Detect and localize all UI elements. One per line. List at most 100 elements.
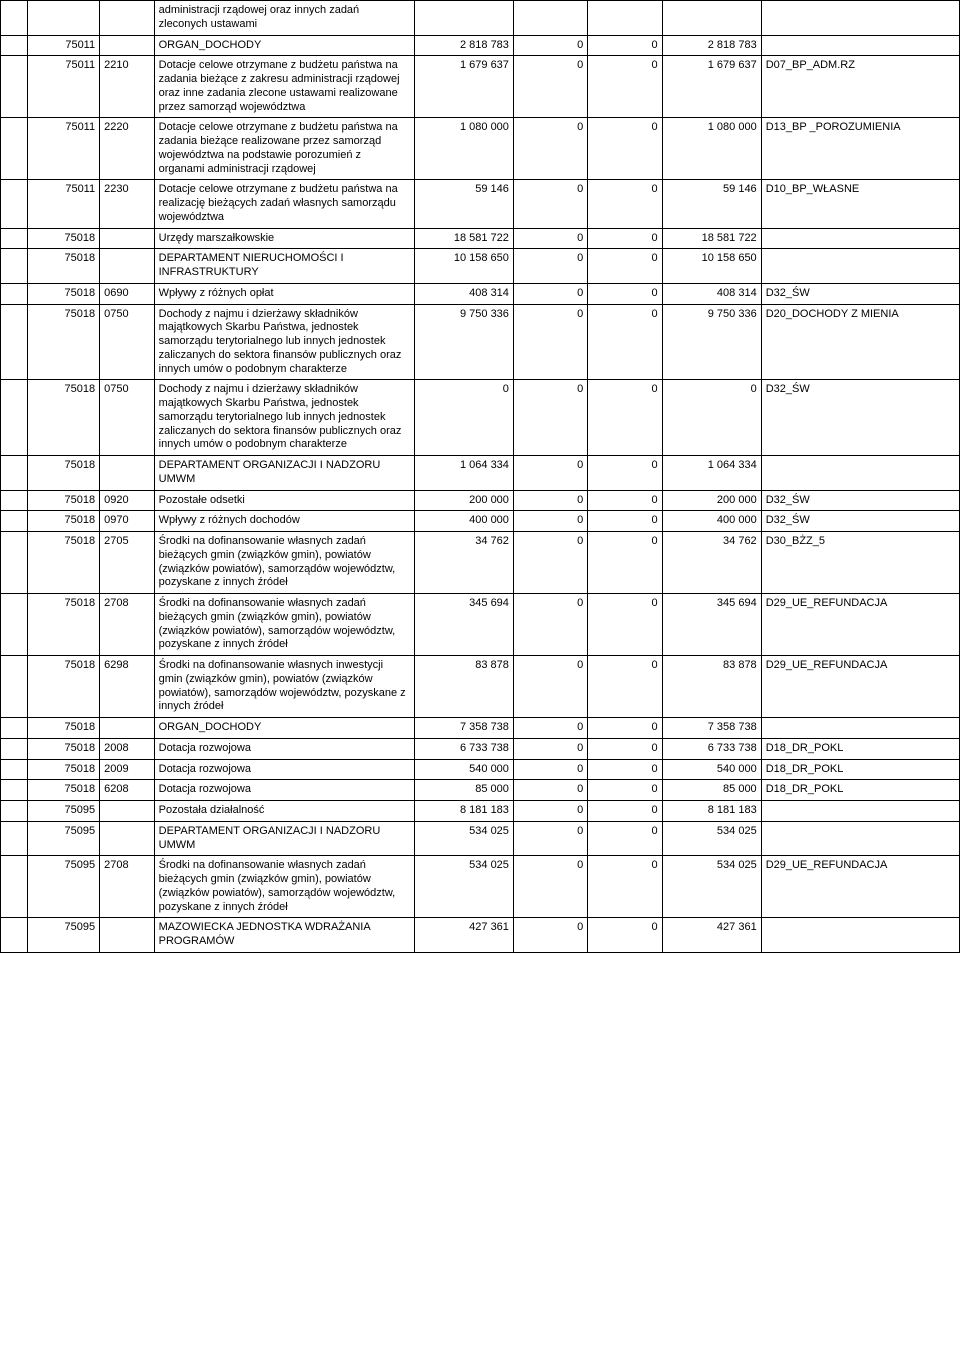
- cell-c5: 0: [513, 759, 587, 780]
- cell-c2: [100, 918, 155, 953]
- cell-c0: [1, 918, 28, 953]
- cell-c3: DEPARTAMENT ORGANIZACJI I NADZORU UMWM: [154, 456, 414, 491]
- cell-c4: 18 581 722: [414, 228, 513, 249]
- cell-c2: 0970: [100, 511, 155, 532]
- cell-c1: 75095: [28, 856, 100, 918]
- cell-c1: 75018: [28, 228, 100, 249]
- cell-c1: 75011: [28, 118, 100, 180]
- budget-table: administracji rządowej oraz innych zadań…: [0, 0, 960, 953]
- cell-c0: [1, 249, 28, 284]
- cell-c5: [513, 1, 587, 36]
- cell-c4: 408 314: [414, 283, 513, 304]
- cell-c1: 75018: [28, 490, 100, 511]
- table-row: 750112210Dotacje celowe otrzymane z budż…: [1, 56, 960, 118]
- cell-c4: 400 000: [414, 511, 513, 532]
- cell-c8: D29_UE_REFUNDACJA: [761, 594, 959, 656]
- cell-c0: [1, 856, 28, 918]
- cell-c4: 59 146: [414, 180, 513, 228]
- cell-c8: [761, 456, 959, 491]
- table-row: 75095DEPARTAMENT ORGANIZACJI I NADZORU U…: [1, 821, 960, 856]
- cell-c3: Pozostała działalność: [154, 801, 414, 822]
- cell-c8: [761, 249, 959, 284]
- cell-c5: 0: [513, 228, 587, 249]
- cell-c4: 6 733 738: [414, 738, 513, 759]
- cell-c7: 540 000: [662, 759, 761, 780]
- cell-c0: [1, 490, 28, 511]
- cell-c7: 34 762: [662, 532, 761, 594]
- cell-c2: [100, 821, 155, 856]
- cell-c4: 427 361: [414, 918, 513, 953]
- cell-c8: D20_DOCHODY Z MIENIA: [761, 304, 959, 380]
- cell-c1: 75018: [28, 780, 100, 801]
- cell-c4: 1 064 334: [414, 456, 513, 491]
- cell-c4: 9 750 336: [414, 304, 513, 380]
- cell-c7: 1 080 000: [662, 118, 761, 180]
- cell-c8: D07_BP_ADM.RZ: [761, 56, 959, 118]
- cell-c0: [1, 656, 28, 718]
- cell-c7: 400 000: [662, 511, 761, 532]
- cell-c5: 0: [513, 801, 587, 822]
- table-row: 75018DEPARTAMENT ORGANIZACJI I NADZORU U…: [1, 456, 960, 491]
- cell-c6: 0: [588, 283, 662, 304]
- cell-c7: 6 733 738: [662, 738, 761, 759]
- cell-c0: [1, 780, 28, 801]
- cell-c7: 7 358 738: [662, 718, 761, 739]
- table-row: 750180690Wpływy z różnych opłat408 31400…: [1, 283, 960, 304]
- cell-c2: [100, 801, 155, 822]
- cell-c4: 8 181 183: [414, 801, 513, 822]
- cell-c7: 0: [662, 380, 761, 456]
- cell-c6: 0: [588, 856, 662, 918]
- cell-c1: 75011: [28, 35, 100, 56]
- cell-c1: 75095: [28, 918, 100, 953]
- cell-c4: 1 080 000: [414, 118, 513, 180]
- cell-c4: [414, 1, 513, 36]
- cell-c1: [28, 1, 100, 36]
- cell-c6: 0: [588, 511, 662, 532]
- cell-c1: 75018: [28, 283, 100, 304]
- cell-c6: 0: [588, 456, 662, 491]
- cell-c2: 2230: [100, 180, 155, 228]
- cell-c7: 85 000: [662, 780, 761, 801]
- cell-c4: 1 679 637: [414, 56, 513, 118]
- cell-c8: D32_ŚW: [761, 511, 959, 532]
- cell-c8: D18_DR_POKL: [761, 780, 959, 801]
- cell-c2: [100, 456, 155, 491]
- cell-c7: 408 314: [662, 283, 761, 304]
- cell-c4: 85 000: [414, 780, 513, 801]
- cell-c4: 345 694: [414, 594, 513, 656]
- cell-c5: 0: [513, 56, 587, 118]
- cell-c8: D13_BP _POROZUMIENIA: [761, 118, 959, 180]
- table-row: 75018Urzędy marszałkowskie18 581 7220018…: [1, 228, 960, 249]
- cell-c8: D29_UE_REFUNDACJA: [761, 656, 959, 718]
- cell-c6: 0: [588, 380, 662, 456]
- cell-c8: D10_BP_WŁASNE: [761, 180, 959, 228]
- cell-c3: Dochody z najmu i dzierżawy składników m…: [154, 380, 414, 456]
- cell-c3: DEPARTAMENT NIERUCHOMOŚCI I INFRASTRUKTU…: [154, 249, 414, 284]
- cell-c5: 0: [513, 283, 587, 304]
- table-row: 75095MAZOWIECKA JEDNOSTKA WDRAŻANIA PROG…: [1, 918, 960, 953]
- cell-c5: 0: [513, 35, 587, 56]
- cell-c2: 0750: [100, 304, 155, 380]
- cell-c4: 534 025: [414, 856, 513, 918]
- cell-c1: 75018: [28, 718, 100, 739]
- table-row: 750186208Dotacja rozwojowa85 0000085 000…: [1, 780, 960, 801]
- cell-c6: 0: [588, 304, 662, 380]
- cell-c1: 75018: [28, 380, 100, 456]
- cell-c5: 0: [513, 511, 587, 532]
- cell-c2: 0920: [100, 490, 155, 511]
- cell-c6: 0: [588, 228, 662, 249]
- cell-c0: [1, 821, 28, 856]
- cell-c3: Wpływy z różnych dochodów: [154, 511, 414, 532]
- cell-c8: [761, 718, 959, 739]
- cell-c3: Dotacje celowe otrzymane z budżetu państ…: [154, 56, 414, 118]
- cell-c0: [1, 118, 28, 180]
- cell-c3: Środki na dofinansowanie własnych zadań …: [154, 594, 414, 656]
- cell-c5: 0: [513, 304, 587, 380]
- cell-c2: [100, 35, 155, 56]
- cell-c6: 0: [588, 780, 662, 801]
- table-row: 750952708Środki na dofinansowanie własny…: [1, 856, 960, 918]
- cell-c1: 75018: [28, 594, 100, 656]
- cell-c8: D18_DR_POKL: [761, 738, 959, 759]
- cell-c6: 0: [588, 718, 662, 739]
- cell-c7: 59 146: [662, 180, 761, 228]
